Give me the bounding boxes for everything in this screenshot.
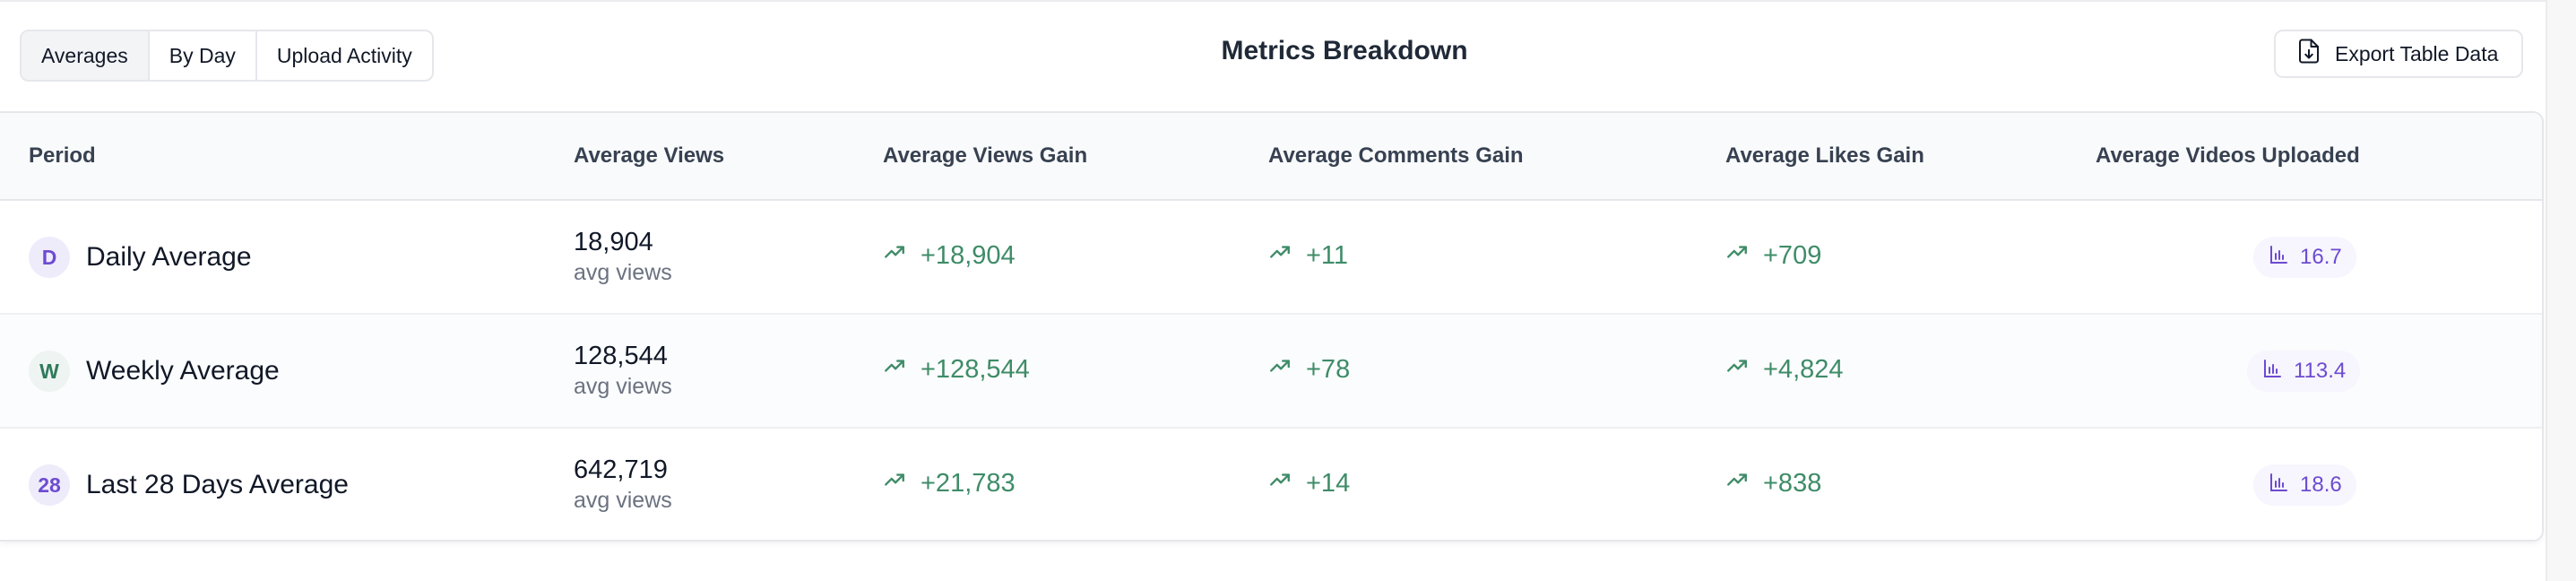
trending-up-icon (1725, 240, 1749, 271)
views-gain-cell: +18,904 (883, 240, 1016, 271)
comments-gain-value: +14 (1306, 468, 1351, 498)
likes-gain-cell: +838 (1725, 468, 1821, 499)
comments-gain-value: +78 (1306, 354, 1351, 384)
likes-gain-value: +4,824 (1763, 354, 1844, 384)
comments-gain-cell: +78 (1268, 354, 1350, 385)
table-row: W Weekly Average 128,544 avg views +128,… (0, 315, 2542, 429)
tab-averages[interactable]: Averages (22, 31, 150, 80)
period-cell: D Daily Average (29, 237, 252, 278)
trending-up-icon (883, 240, 906, 271)
trending-up-icon (1268, 468, 1292, 499)
period-label: Weekly Average (86, 356, 280, 386)
header-average-views: Average Views (574, 143, 725, 168)
export-table-button[interactable]: Export Table Data (2274, 30, 2523, 78)
header-period: Period (29, 143, 96, 168)
right-gutter (2546, 0, 2576, 581)
bar-chart-icon (2261, 358, 2283, 386)
views-value: 18,904 (574, 228, 653, 256)
bar-chart-icon (2268, 472, 2289, 499)
metrics-table: Period Average Views Average Views Gain … (0, 111, 2544, 542)
videos-uploaded-pill: 16.7 (2253, 237, 2356, 278)
views-gain-cell: +128,544 (883, 354, 1030, 385)
videos-uploaded-value: 113.4 (2294, 359, 2347, 383)
average-views-cell: 128,544 avg views (574, 340, 672, 401)
likes-gain-value: +838 (1763, 468, 1822, 498)
table-row: D Daily Average 18,904 avg views +18,904… (0, 201, 2542, 315)
header-videos-uploaded: Average Videos Uploaded (2096, 143, 2360, 168)
period-label: Last 28 Days Average (86, 470, 349, 499)
views-gain-value: +128,544 (921, 354, 1030, 384)
videos-uploaded-pill: 18.6 (2253, 464, 2356, 506)
trending-up-icon (1268, 354, 1292, 385)
page-title: Metrics Breakdown (1221, 36, 1468, 65)
period-badge: D (29, 237, 70, 278)
tab-upload-activity[interactable]: Upload Activity (276, 43, 412, 67)
tab-by-day[interactable]: By Day (150, 31, 257, 80)
trending-up-icon (1725, 468, 1749, 499)
videos-uploaded-value: 16.7 (2300, 245, 2342, 269)
export-label: Export Table Data (2335, 41, 2499, 65)
comments-gain-cell: +14 (1268, 468, 1350, 499)
trending-up-icon (1725, 354, 1749, 385)
views-gain-value: +21,783 (921, 468, 1016, 498)
trending-up-icon (883, 354, 906, 385)
views-caption: avg views (574, 488, 672, 513)
period-label: Daily Average (86, 242, 252, 272)
header-views-gain: Average Views Gain (883, 143, 1088, 168)
views-caption: avg views (574, 260, 672, 285)
views-caption: avg views (574, 374, 672, 399)
header-likes-gain: Average Likes Gain (1725, 143, 1924, 168)
file-download-icon (2295, 38, 2322, 70)
videos-uploaded-value: 18.6 (2300, 473, 2342, 497)
period-cell: 28 Last 28 Days Average (29, 464, 349, 506)
videos-uploaded-pill: 113.4 (2247, 351, 2361, 392)
views-value: 128,544 (574, 342, 668, 370)
trending-up-icon (1268, 240, 1292, 271)
table-header: Period Average Views Average Views Gain … (0, 113, 2542, 201)
views-gain-cell: +21,783 (883, 468, 1016, 499)
comments-gain-cell: +11 (1268, 240, 1348, 271)
trending-up-icon (883, 468, 906, 499)
likes-gain-value: +709 (1763, 240, 1822, 270)
period-badge: 28 (29, 464, 70, 506)
bar-chart-icon (2268, 244, 2289, 272)
view-toggle: Averages By Day Upload Activity (20, 30, 434, 82)
average-views-cell: 642,719 avg views (574, 454, 672, 515)
comments-gain-value: +11 (1306, 240, 1349, 270)
top-border (0, 0, 2546, 2)
period-badge: W (29, 351, 70, 392)
views-gain-value: +18,904 (921, 240, 1016, 270)
average-views-cell: 18,904 avg views (574, 226, 672, 287)
table-row: 28 Last 28 Days Average 642,719 avg view… (0, 429, 2542, 540)
period-cell: W Weekly Average (29, 351, 280, 392)
likes-gain-cell: +4,824 (1725, 354, 1844, 385)
header-comments-gain: Average Comments Gain (1268, 143, 1524, 168)
views-value: 642,719 (574, 455, 668, 484)
likes-gain-cell: +709 (1725, 240, 1821, 271)
